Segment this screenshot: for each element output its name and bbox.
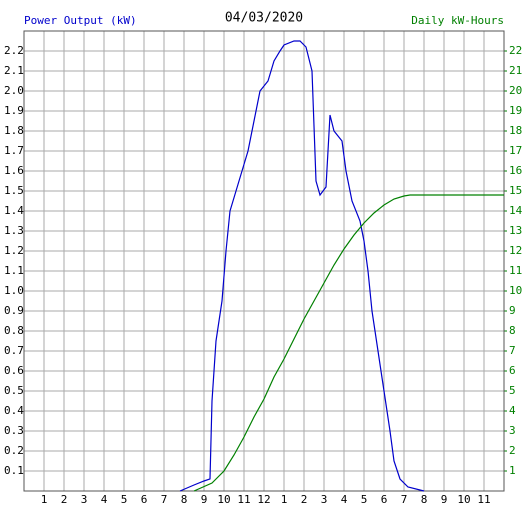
y-tick-label: 1.7 (4, 144, 24, 157)
y-tick-label: 0.2 (4, 444, 24, 457)
y2-tick-label: 16 (509, 164, 522, 177)
x-tick-label: 1 (281, 493, 288, 506)
y2-tick-label: 17 (509, 144, 522, 157)
y2-tick-label: 9 (509, 304, 516, 317)
y-tick-label: 2.0 (4, 84, 24, 97)
x-tick-label: 2 (301, 493, 308, 506)
y-tick-label: 2.2 (4, 44, 24, 57)
y-tick-label: 0.4 (4, 404, 24, 417)
series-line (179, 40, 425, 492)
y-tick-label: 2.1 (4, 64, 24, 77)
y-axis-label: Power Output (kW) (24, 14, 137, 27)
x-tick-label: 6 (381, 493, 388, 506)
x-tick-label: 3 (81, 493, 88, 506)
plot-frame (23, 30, 505, 492)
y2-tick-label: 11 (509, 264, 522, 277)
y2-tick-label: 2 (509, 444, 516, 457)
y2-tick-label: 13 (509, 224, 522, 237)
y-tick-label: 1.5 (4, 184, 24, 197)
y-tick-label: 1.9 (4, 104, 24, 117)
x-tick-label: 7 (161, 493, 168, 506)
y2-tick-label: 19 (509, 104, 522, 117)
y-tick-label: 0.1 (4, 464, 24, 477)
y2-tick-label: 14 (509, 204, 523, 217)
y-tick-label: 0.3 (4, 424, 24, 437)
y-tick-label: 1.1 (4, 264, 24, 277)
y2-tick-label: 20 (509, 84, 522, 97)
y2-tick-label: 8 (509, 324, 516, 337)
y2-tick-label: 7 (509, 344, 516, 357)
y2-tick-label: 5 (509, 384, 516, 397)
series-line (193, 194, 504, 492)
y2-tick-label: 15 (509, 184, 522, 197)
x-tick-label: 4 (101, 493, 108, 506)
y2-tick-label: 1 (509, 464, 516, 477)
y-tick-label: 1.8 (4, 124, 24, 137)
x-tick-label: 9 (441, 493, 448, 506)
y2-tick-label: 4 (509, 404, 516, 417)
x-tick-label: 11 (237, 493, 250, 506)
y2-tick-label: 6 (509, 364, 516, 377)
y-tick-label: 1.2 (4, 244, 24, 257)
x-tick-label: 9 (201, 493, 208, 506)
x-tick-label: 5 (121, 493, 128, 506)
x-tick-label: 3 (321, 493, 328, 506)
x-tick-label: 8 (181, 493, 188, 506)
y2-tick-label: 21 (509, 64, 522, 77)
y-tick-label: 0.9 (4, 304, 24, 317)
y2-axis-label: Daily kW-Hours (411, 14, 504, 27)
y-tick-label: 0.8 (4, 324, 24, 337)
x-tick-label: 11 (477, 493, 490, 506)
y2-tick-label: 22 (509, 44, 522, 57)
y-tick-label: 1.4 (4, 204, 24, 217)
y-tick-label: 0.5 (4, 384, 24, 397)
x-tick-label: 7 (401, 493, 408, 506)
x-tick-label: 4 (341, 493, 348, 506)
x-tick-label: 12 (257, 493, 270, 506)
y-tick-label: 1.3 (4, 224, 24, 237)
y2-tick-label: 12 (509, 244, 522, 257)
x-tick-label: 2 (61, 493, 68, 506)
x-tick-label: 6 (141, 493, 148, 506)
x-tick-label: 10 (217, 493, 230, 506)
x-tick-label: 1 (41, 493, 48, 506)
x-tick-label: 5 (361, 493, 368, 506)
y2-tick-label: 10 (509, 284, 522, 297)
y2-tick-label: 18 (509, 124, 522, 137)
y-tick-label: 0.6 (4, 364, 24, 377)
x-tick-label: 8 (421, 493, 428, 506)
y2-tick-label: 3 (509, 424, 516, 437)
y-tick-label: 0.7 (4, 344, 24, 357)
y-tick-label: 1.6 (4, 164, 24, 177)
x-tick-label: 10 (457, 493, 470, 506)
y-tick-label: 1.0 (4, 284, 24, 297)
chart-title: 04/03/2020 (225, 11, 303, 26)
